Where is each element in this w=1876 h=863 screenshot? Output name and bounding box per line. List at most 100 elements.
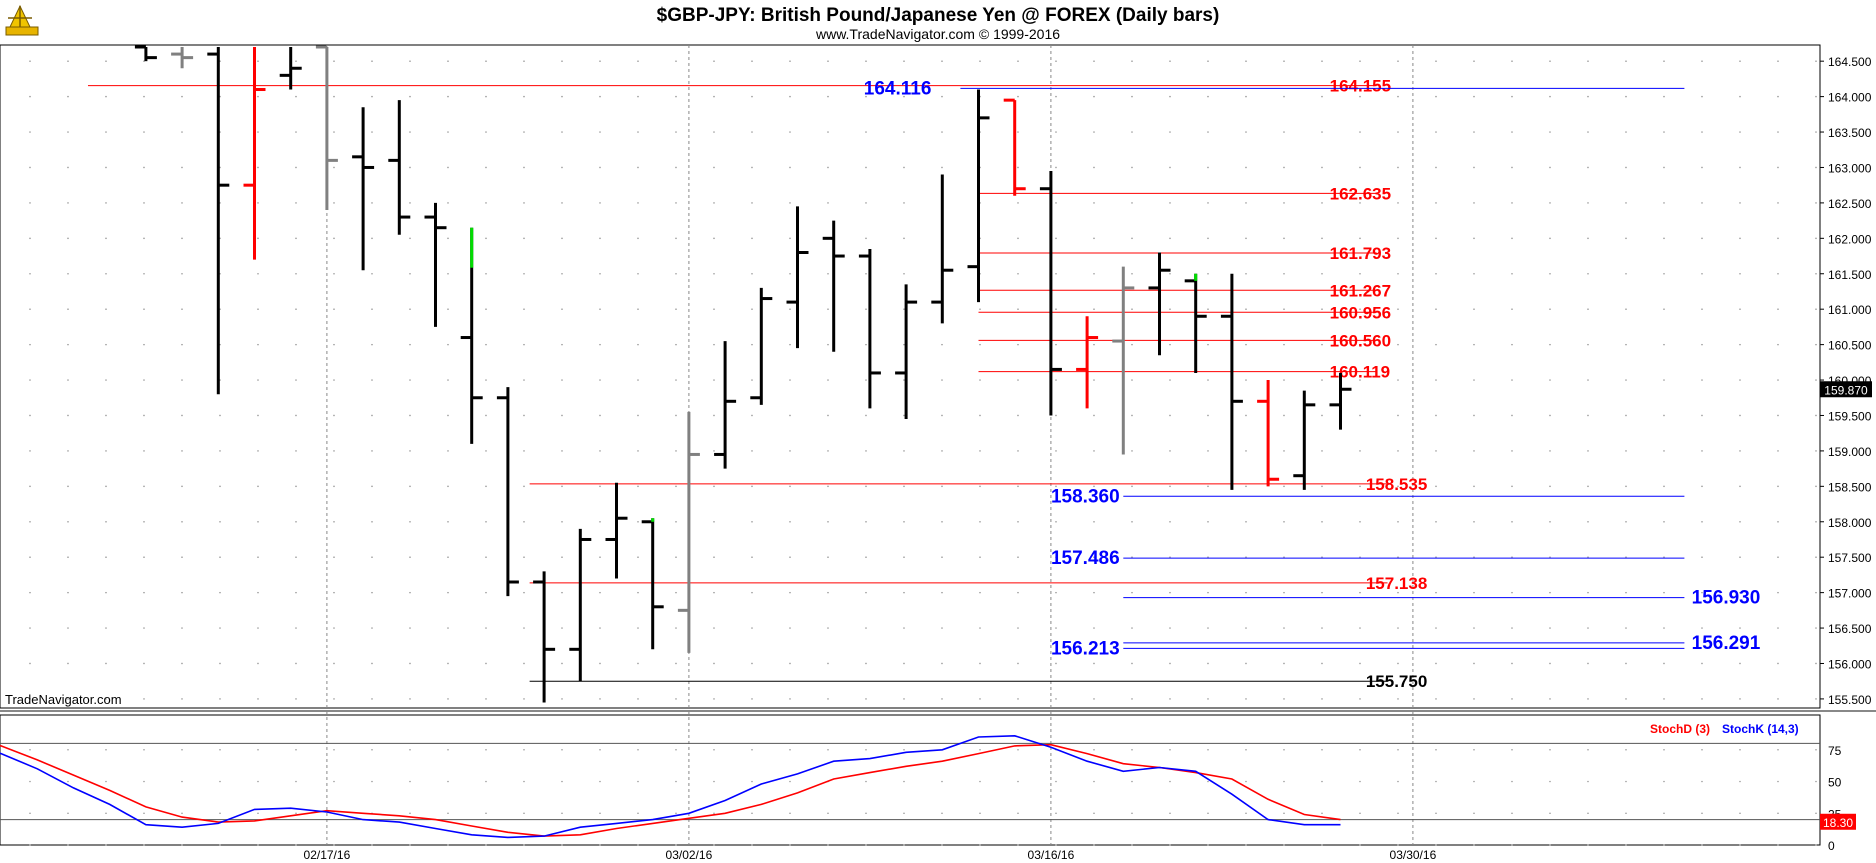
grid-dot bbox=[1055, 379, 1057, 381]
grid-dot bbox=[903, 60, 905, 62]
stoch-grid-dot bbox=[1777, 780, 1779, 783]
stoch-grid-dot bbox=[295, 780, 297, 783]
grid-dot bbox=[789, 662, 791, 665]
grid-dot bbox=[789, 450, 791, 452]
grid-dot bbox=[1017, 131, 1019, 133]
grid-dot bbox=[713, 131, 715, 133]
grid-dot bbox=[1245, 60, 1247, 62]
grid-dot bbox=[1245, 591, 1247, 594]
stoch-grid-dot bbox=[1701, 780, 1703, 783]
grid-dot bbox=[1093, 60, 1095, 62]
grid-dot bbox=[1777, 662, 1779, 665]
y-tick-label: 156.000 bbox=[1828, 657, 1872, 671]
grid-dot bbox=[903, 556, 905, 558]
grid-dot bbox=[219, 556, 221, 558]
grid-dot bbox=[561, 308, 563, 310]
grid-dot bbox=[1701, 202, 1703, 204]
grid-dot bbox=[105, 202, 107, 204]
stoch-grid-dot bbox=[1739, 844, 1741, 846]
grid-dot bbox=[485, 60, 487, 62]
grid-dot bbox=[1739, 591, 1741, 594]
grid-dot bbox=[1359, 556, 1361, 558]
grid-dot bbox=[1055, 131, 1057, 133]
stoch-grid-dot bbox=[789, 812, 791, 815]
stoch-grid-dot bbox=[409, 748, 411, 751]
grid-dot bbox=[979, 308, 981, 310]
grid-dot bbox=[561, 272, 563, 275]
stoch-grid-dot bbox=[1587, 780, 1589, 783]
ohlc-bar bbox=[1257, 380, 1280, 487]
stoch-grid-dot bbox=[523, 780, 525, 783]
stoch-grid-dot bbox=[1245, 748, 1247, 751]
stoch-grid-dot bbox=[789, 748, 791, 751]
grid-dot bbox=[903, 591, 905, 594]
grid-dot bbox=[637, 308, 639, 310]
grid-dot bbox=[1511, 627, 1513, 629]
grid-dot bbox=[713, 237, 715, 240]
grid-dot bbox=[1625, 308, 1627, 310]
grid-dot bbox=[295, 485, 297, 488]
stoch-grid-dot bbox=[1283, 780, 1285, 783]
grid-dot bbox=[1701, 237, 1703, 240]
stoch-grid-dot bbox=[1435, 780, 1437, 783]
grid-dot bbox=[903, 272, 905, 275]
grid-dot bbox=[1169, 627, 1171, 629]
grid-dot bbox=[181, 202, 183, 204]
grid-dot bbox=[1055, 698, 1057, 700]
grid-dot bbox=[1587, 662, 1589, 665]
grid-dot bbox=[599, 131, 601, 133]
grid-dot bbox=[1663, 343, 1665, 346]
stoch-grid-dot bbox=[1473, 844, 1475, 846]
grid-dot bbox=[751, 308, 753, 310]
grid-dot bbox=[1549, 379, 1551, 381]
grid-dot bbox=[257, 166, 259, 169]
grid-dot bbox=[1283, 379, 1285, 381]
grid-dot bbox=[1321, 308, 1323, 310]
grid-dot bbox=[29, 414, 31, 417]
stoch-grid-dot bbox=[1625, 748, 1627, 751]
grid-dot bbox=[1093, 556, 1095, 558]
grid-dot bbox=[1815, 237, 1817, 240]
grid-dot bbox=[675, 591, 677, 594]
grid-dot bbox=[1739, 662, 1741, 665]
grid-dot bbox=[1435, 556, 1437, 558]
grid-dot bbox=[789, 520, 791, 523]
stoch-grid-dot bbox=[713, 844, 715, 846]
x-tick-label: 02/17/16 bbox=[304, 848, 351, 862]
grid-dot bbox=[827, 450, 829, 452]
ohlc-bar bbox=[1293, 390, 1316, 490]
grid-dot bbox=[485, 131, 487, 133]
grid-dot bbox=[1777, 272, 1779, 275]
stoch-grid-dot bbox=[1131, 748, 1133, 751]
grid-dot bbox=[1587, 627, 1589, 629]
grid-dot bbox=[1625, 131, 1627, 133]
grid-dot bbox=[1169, 414, 1171, 417]
stoch-grid-dot bbox=[1359, 844, 1361, 846]
grid-dot bbox=[675, 662, 677, 665]
grid-dot bbox=[1777, 698, 1779, 700]
grid-dot bbox=[1169, 450, 1171, 452]
stoch-grid-dot bbox=[67, 748, 69, 751]
level-label: 158.535 bbox=[1366, 475, 1427, 494]
grid-dot bbox=[979, 627, 981, 629]
grid-dot bbox=[523, 485, 525, 488]
grid-dot bbox=[295, 272, 297, 275]
grid-dot bbox=[257, 414, 259, 417]
grid-dot bbox=[1017, 343, 1019, 346]
grid-dot bbox=[979, 520, 981, 523]
grid-dot bbox=[1131, 627, 1133, 629]
grid-dot bbox=[409, 450, 411, 452]
grid-dot bbox=[1739, 520, 1741, 523]
grid-dot bbox=[67, 556, 69, 558]
grid-dot bbox=[979, 379, 981, 381]
grid-dot bbox=[1701, 343, 1703, 346]
grid-dot bbox=[1321, 485, 1323, 488]
grid-dot bbox=[257, 627, 259, 629]
y-tick-label: 163.500 bbox=[1828, 126, 1872, 140]
grid-dot bbox=[409, 308, 411, 310]
grid-dot bbox=[409, 343, 411, 346]
stoch-grid-dot bbox=[1625, 780, 1627, 783]
grid-dot bbox=[371, 591, 373, 594]
stoch-grid-dot bbox=[257, 780, 259, 783]
grid-dot bbox=[523, 662, 525, 665]
